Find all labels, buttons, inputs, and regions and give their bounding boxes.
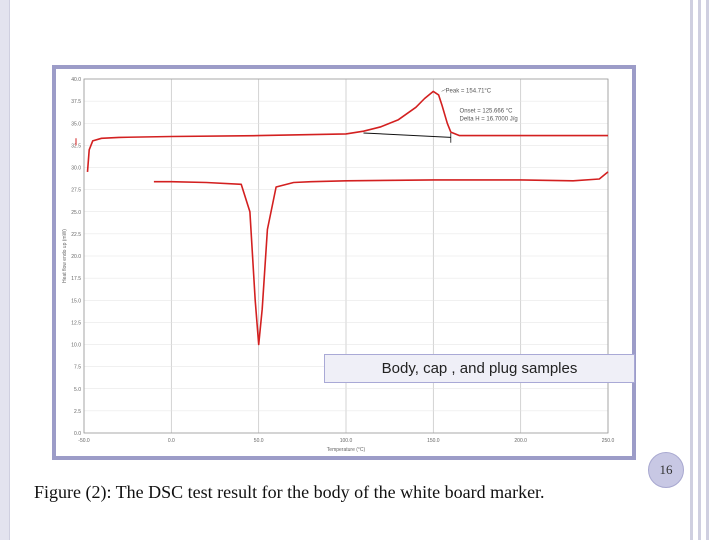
onset-annotation: Onset = 125.666 °C	[460, 109, 514, 115]
slide-right-rule-1	[690, 0, 693, 540]
peak-annotation: Peak = 154.71°C	[446, 88, 492, 94]
slide-left-rule	[0, 0, 10, 540]
y-tick-label: 22.5	[71, 232, 81, 238]
y-axis-label: Heat flow endo up (mW)	[62, 229, 68, 283]
page-number-badge: 16	[648, 452, 684, 488]
dsc-chart: -50.0 0.0 50.0 100.0 150.0 200.0 250.040.037.5…	[62, 77, 615, 453]
dsc-curve-2	[153, 171, 609, 346]
peak-baseline	[363, 132, 451, 138]
x-tick-label: 150.0	[427, 438, 440, 444]
y-tick-label: 25.0	[71, 210, 81, 216]
y-tick-label: 0.0	[74, 431, 81, 437]
slide-right-rule-3	[706, 0, 709, 540]
x-tick-label: 100.0	[340, 438, 353, 444]
x-tick-label: 250.0	[602, 438, 615, 444]
y-tick-label: 12.5	[71, 320, 81, 326]
y-tick-label: 17.5	[71, 276, 81, 282]
slide-right-rule-2	[698, 0, 701, 540]
figure-caption: Figure (2): The DSC test result for the …	[34, 482, 545, 502]
x-axis-label: Temperature (°C)	[327, 447, 366, 453]
dsc-curve-1	[86, 90, 608, 172]
y-tick-label: 32.5	[71, 143, 81, 149]
peak-leader	[441, 89, 446, 92]
plot-area-border	[83, 78, 609, 434]
inset-label: Body, cap , and plug samples	[324, 354, 635, 383]
y-tick-label: 27.5	[71, 188, 81, 194]
y-tick-label: 30.0	[71, 166, 81, 172]
x-tick-label: 200.0	[514, 438, 527, 444]
y-tick-label: 20.0	[71, 254, 81, 260]
delta-h-annotation: Delta H = 16.7000 J/g	[460, 117, 518, 123]
y-tick-label: 2.5	[74, 409, 81, 415]
y-tick-label: 15.0	[71, 298, 81, 304]
y-tick-label: 35.0	[71, 121, 81, 127]
dsc-chart-frame: -50.0 0.0 50.0 100.0 150.0 200.0 250.0 40.0 37.5…	[52, 65, 636, 460]
x-tick-label: 50.0	[254, 438, 264, 444]
y-tick-label: 37.5	[71, 99, 81, 105]
y-tick-label: 10.0	[71, 343, 81, 349]
y-tick-label: 40.0	[71, 77, 81, 83]
x-tick-label: -50.0	[78, 438, 90, 444]
y-tick-label: 5.0	[74, 387, 81, 393]
x-tick-label: 0.0	[168, 438, 175, 444]
y-tick-label: 7.5	[74, 365, 81, 371]
